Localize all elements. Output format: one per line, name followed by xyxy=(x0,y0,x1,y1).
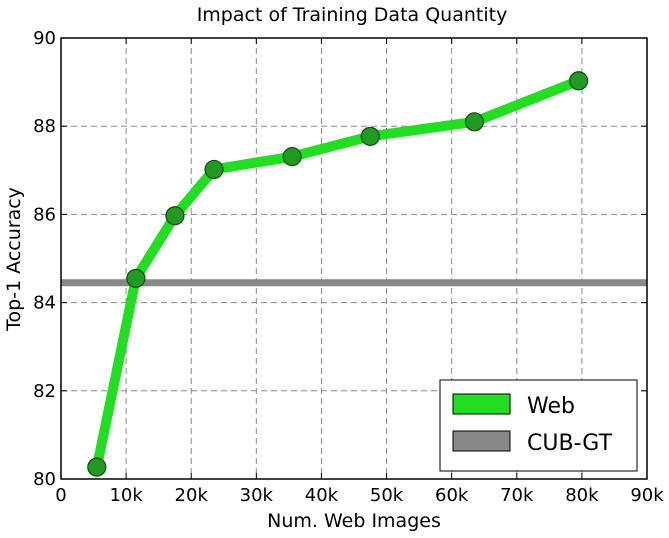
x-tick-label: 30k xyxy=(240,485,274,506)
grid xyxy=(61,38,647,479)
x-tick-label: 50k xyxy=(370,485,404,506)
x-tick-label: 40k xyxy=(305,485,339,506)
x-tick-label: 10k xyxy=(109,485,143,506)
y-tick-label: 80 xyxy=(33,469,56,490)
x-tick-label: 0 xyxy=(55,485,66,506)
web-data-point xyxy=(360,126,380,146)
x-tick-label: 60k xyxy=(435,485,469,506)
x-axis-label: Num. Web Images xyxy=(267,510,441,532)
y-tick-label: 82 xyxy=(33,381,56,402)
y-tick-label: 84 xyxy=(33,293,56,314)
y-tick-label: 88 xyxy=(33,116,56,137)
plot-frame xyxy=(60,37,648,480)
x-tick-label: 70k xyxy=(500,485,534,506)
x-tick-label: 90k xyxy=(630,485,664,506)
y-tick-label: 86 xyxy=(33,204,56,225)
y-axis-label: Top-1 Accuracy xyxy=(3,187,25,332)
legend-swatch-cub-gt xyxy=(452,430,511,452)
x-tick-label: 20k xyxy=(175,485,209,506)
web-series-line xyxy=(91,75,584,473)
web-data-point xyxy=(87,457,107,477)
chart-title: Impact of Training Data Quantity xyxy=(197,4,508,26)
legend-swatch-web xyxy=(452,393,511,415)
plot-series xyxy=(61,71,647,477)
web-data-point xyxy=(464,112,485,132)
axis-ticks: 0 10k 20k 30k 40k 50k 60k 70k 80k 90k 80 82 84 86 88 90 xyxy=(33,28,664,506)
y-tick-label: 90 xyxy=(33,28,56,49)
web-data-point xyxy=(126,268,146,288)
web-data-point xyxy=(165,206,185,226)
x-tick-label: 80k xyxy=(565,485,599,506)
legend-label-cub-gt: CUB-GT xyxy=(527,431,613,456)
web-data-point xyxy=(569,71,589,91)
legend: Web CUB-GT xyxy=(439,379,638,472)
web-data-point xyxy=(204,159,224,180)
web-data-point xyxy=(282,147,302,167)
legend-label-web: Web xyxy=(527,394,575,419)
